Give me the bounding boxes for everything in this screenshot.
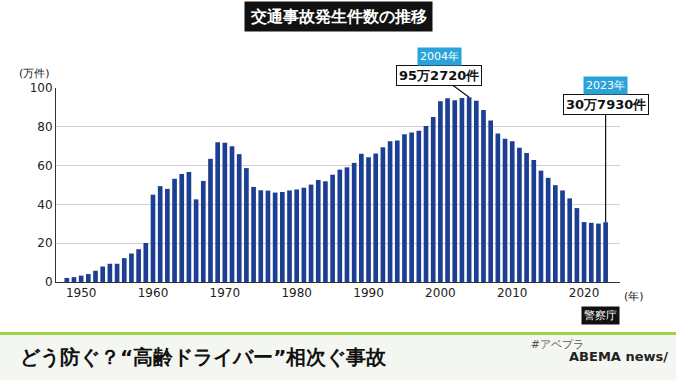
svg-text:2023年: 2023年 <box>586 79 625 92</box>
svg-text:60: 60 <box>37 159 52 173</box>
svg-text:(万件): (万件) <box>19 67 50 80</box>
html-text:ABEMA news/: ABEMA news/ <box>569 349 668 364</box>
svg-text:1960: 1960 <box>138 286 169 300</box>
svg-text:40: 40 <box>37 198 52 212</box>
svg-text:80: 80 <box>37 120 52 134</box>
svg-text:100: 100 <box>30 81 53 95</box>
svg-text:2000: 2000 <box>425 286 456 300</box>
svg-text:1980: 1980 <box>281 286 312 300</box>
svg-text:2020: 2020 <box>569 286 600 300</box>
svg-text:30万7930件: 30万7930件 <box>566 97 646 112</box>
svg-text:1990: 1990 <box>353 286 384 300</box>
html-text:#アベプラ: #アベプラ <box>530 338 584 351</box>
svg-text:0: 0 <box>45 275 53 289</box>
svg-text:(年): (年) <box>624 290 644 303</box>
svg-text:1950: 1950 <box>66 286 97 300</box>
svg-text:交通事故発生件数の推移: 交通事故発生件数の推移 <box>250 7 427 26</box>
svg-text:警察庁: 警察庁 <box>584 309 617 322</box>
svg-text:1970: 1970 <box>210 286 241 300</box>
svg-text:95万2720件: 95万2720件 <box>399 68 479 83</box>
svg-text:2004年: 2004年 <box>420 50 459 63</box>
svg-text:2010: 2010 <box>497 286 528 300</box>
svg-text:20: 20 <box>37 236 52 250</box>
html-text:どう防ぐ？“高齢ドライバー”相次ぐ事故: どう防ぐ？“高齢ドライバー”相次ぐ事故 <box>20 345 387 369</box>
